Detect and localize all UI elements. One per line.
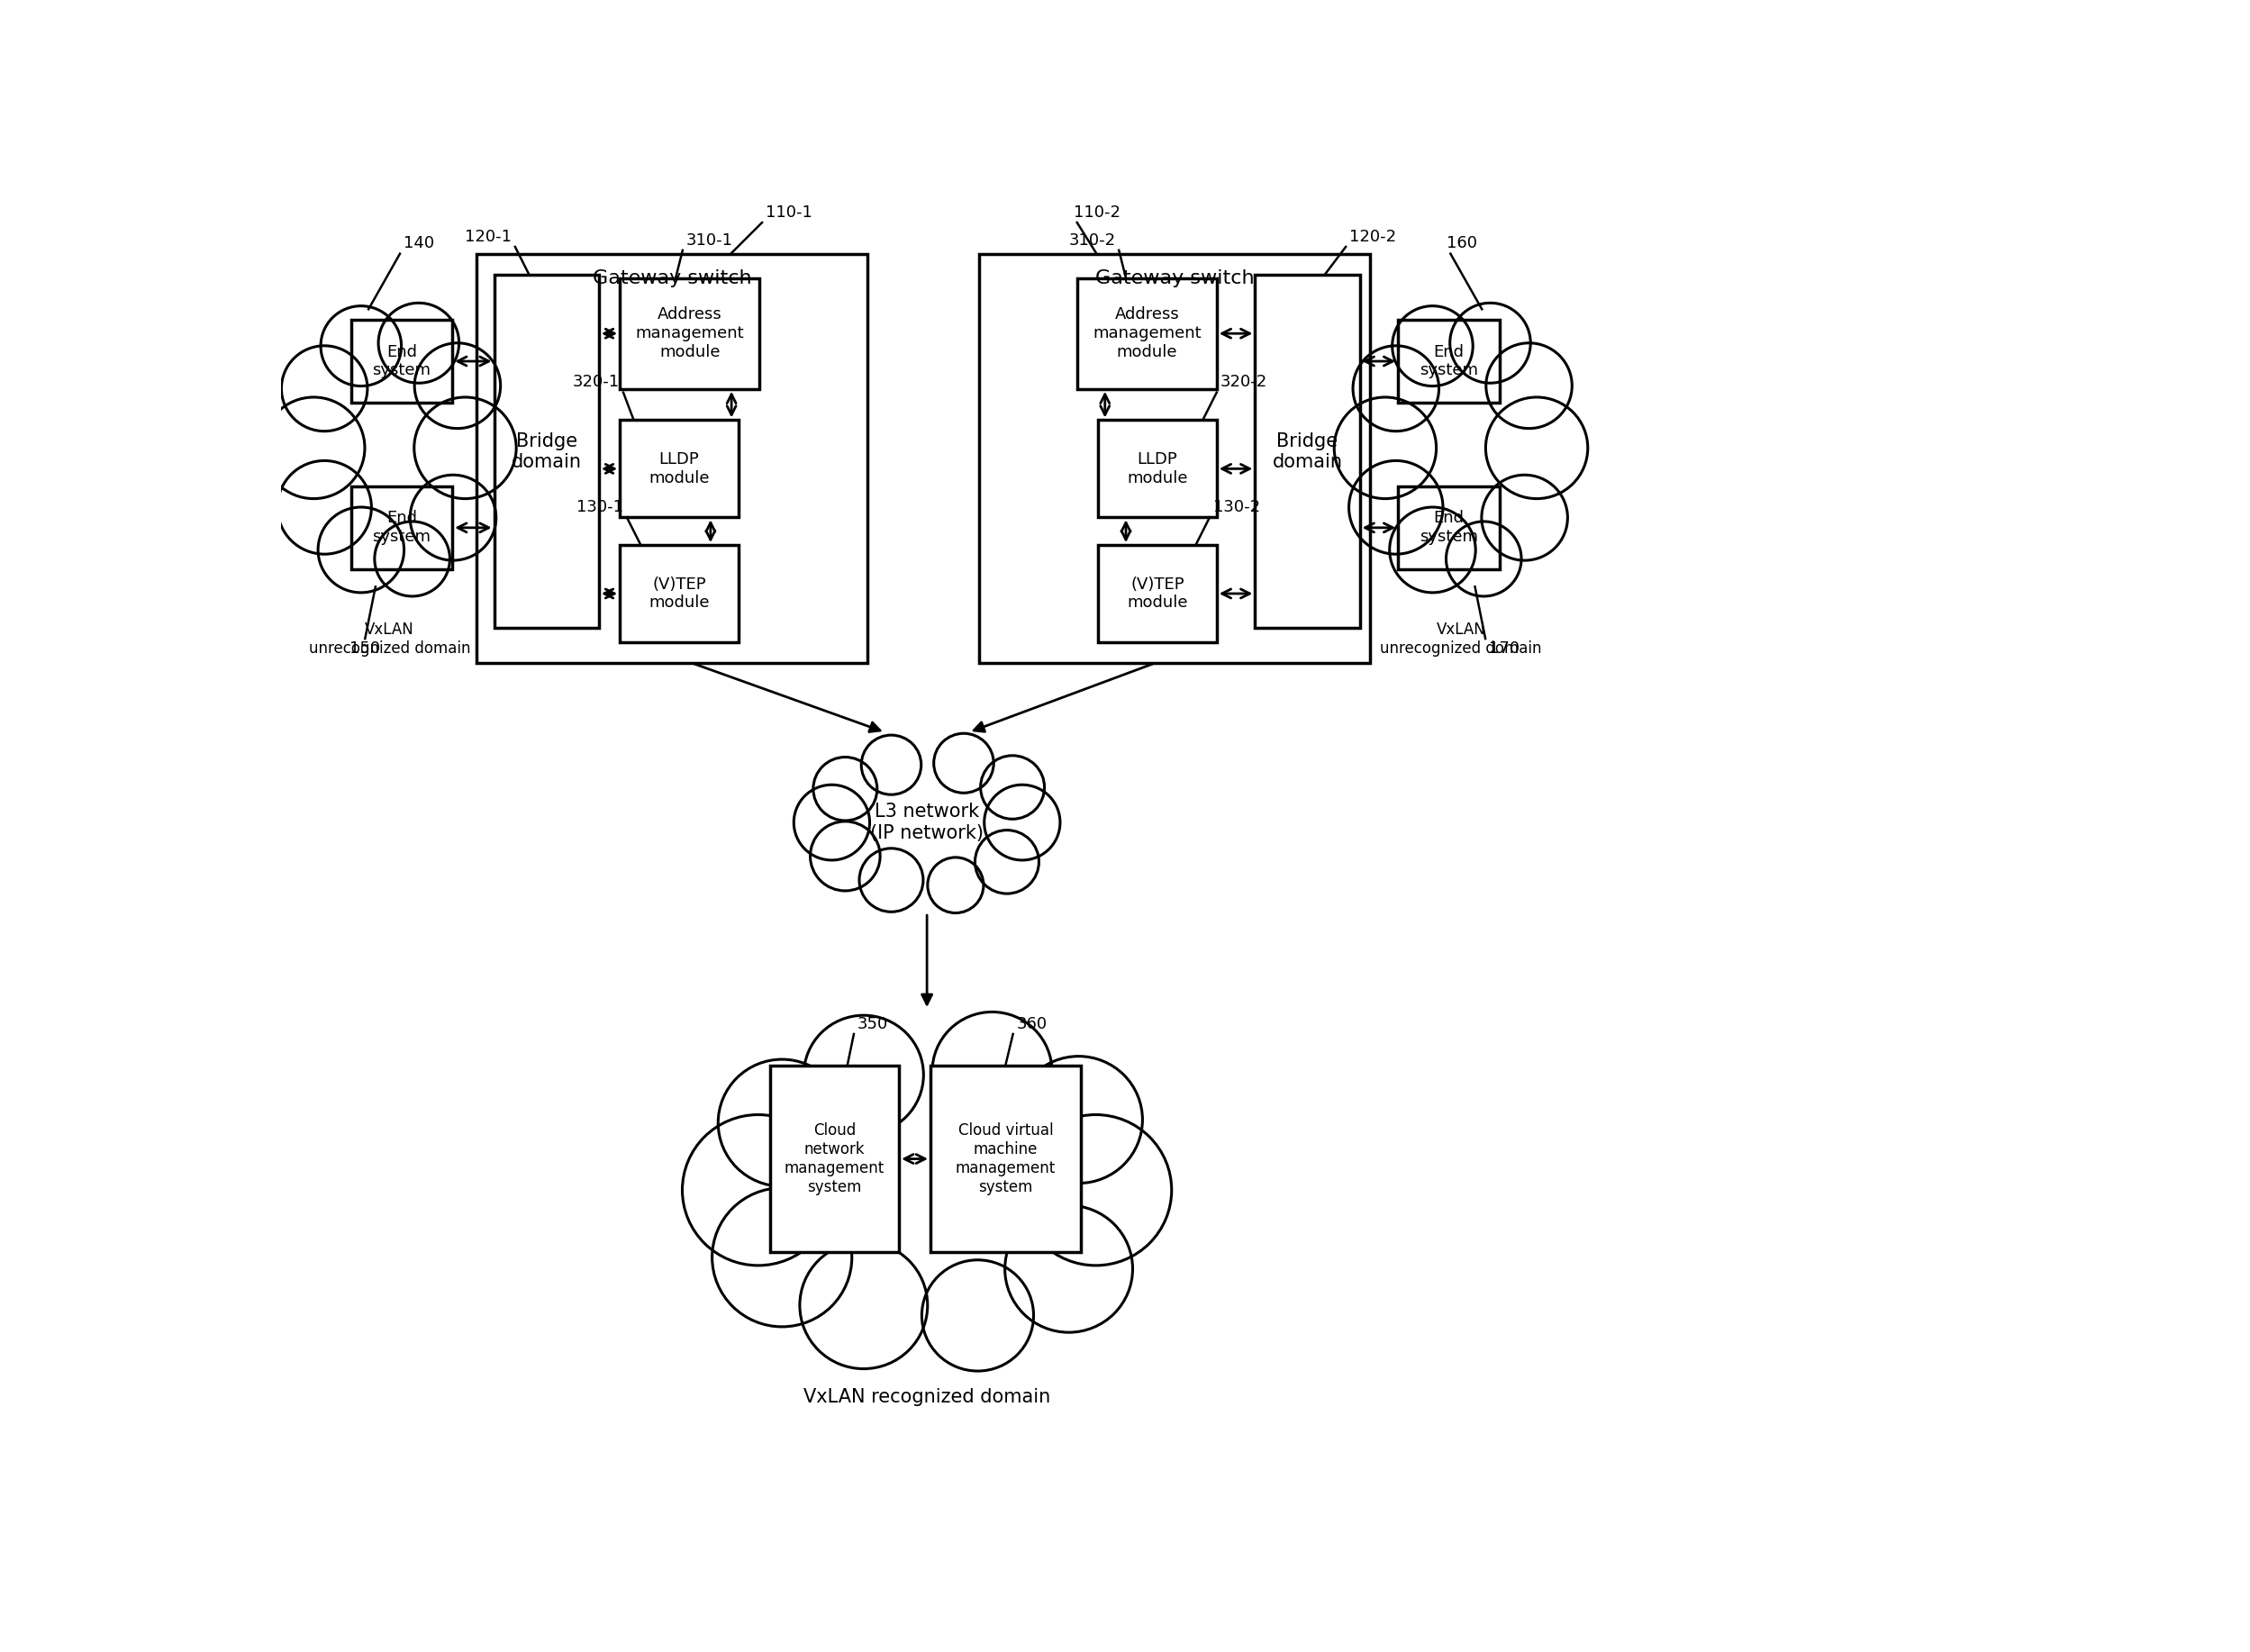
Circle shape — [414, 344, 500, 428]
Circle shape — [1393, 306, 1474, 387]
Circle shape — [378, 302, 459, 383]
Text: Cloud virtual
machine
management
system: Cloud virtual machine management system — [956, 1123, 1055, 1194]
Circle shape — [983, 785, 1060, 861]
Bar — [351, 319, 452, 403]
Text: Gateway switch: Gateway switch — [1096, 269, 1253, 287]
Circle shape — [718, 1059, 846, 1186]
Circle shape — [1352, 345, 1440, 431]
Text: End
system: End system — [374, 510, 432, 545]
Circle shape — [1006, 1206, 1132, 1333]
Bar — [619, 278, 761, 388]
Text: (V)TEP
module: (V)TEP module — [648, 577, 709, 611]
Circle shape — [1350, 461, 1442, 553]
Circle shape — [263, 396, 365, 499]
Bar — [1397, 319, 1499, 403]
Circle shape — [682, 1115, 835, 1265]
Circle shape — [1334, 396, 1436, 499]
Circle shape — [1015, 1056, 1143, 1183]
Bar — [619, 545, 738, 643]
Text: L3 network
(IP network): L3 network (IP network) — [871, 803, 983, 843]
Circle shape — [281, 345, 367, 431]
Bar — [1098, 420, 1217, 517]
Text: End
system: End system — [1420, 510, 1478, 545]
Text: 360: 360 — [1017, 1016, 1046, 1032]
Circle shape — [927, 857, 983, 914]
Circle shape — [794, 785, 871, 861]
Text: End
system: End system — [374, 344, 432, 378]
Text: Address
management
module: Address management module — [634, 307, 745, 360]
Text: LLDP
module: LLDP module — [648, 451, 709, 486]
Text: 140: 140 — [403, 236, 434, 251]
Text: 110-1: 110-1 — [765, 205, 812, 220]
Text: 110-2: 110-2 — [1073, 205, 1121, 220]
Ellipse shape — [286, 312, 493, 583]
Text: Gateway switch: Gateway switch — [592, 269, 752, 287]
Circle shape — [981, 755, 1044, 819]
Text: LLDP
module: LLDP module — [1127, 451, 1188, 486]
Circle shape — [711, 1188, 853, 1327]
Circle shape — [934, 733, 994, 793]
Bar — [1256, 274, 1359, 628]
Text: 320-2: 320-2 — [1220, 373, 1267, 390]
Text: VxLAN
unrecognized domain: VxLAN unrecognized domain — [1379, 621, 1541, 656]
Text: Bridge
domain: Bridge domain — [1271, 431, 1343, 471]
Circle shape — [1485, 396, 1588, 499]
Text: 130-1: 130-1 — [576, 499, 623, 515]
Circle shape — [410, 474, 495, 560]
Bar — [932, 1066, 1080, 1252]
Text: 160: 160 — [1447, 236, 1478, 251]
Bar — [477, 254, 869, 662]
Text: 120-1: 120-1 — [466, 228, 511, 244]
Circle shape — [1480, 474, 1568, 560]
Circle shape — [862, 735, 920, 795]
Circle shape — [1485, 344, 1573, 428]
Text: 130-2: 130-2 — [1213, 499, 1260, 515]
Bar — [1397, 486, 1499, 570]
Circle shape — [1019, 1115, 1172, 1265]
Bar — [770, 1066, 900, 1252]
Circle shape — [812, 757, 878, 821]
Circle shape — [922, 1260, 1033, 1371]
Text: 310-2: 310-2 — [1069, 231, 1116, 248]
Text: Address
management
module: Address management module — [1094, 307, 1202, 360]
Circle shape — [1390, 507, 1476, 593]
Circle shape — [414, 396, 515, 499]
Circle shape — [322, 306, 400, 387]
Circle shape — [810, 821, 880, 890]
Text: End
system: End system — [1420, 344, 1478, 378]
Bar — [979, 254, 1370, 662]
Circle shape — [317, 507, 405, 593]
Circle shape — [1447, 522, 1521, 596]
Text: VxLAN recognized domain: VxLAN recognized domain — [803, 1388, 1051, 1406]
Bar — [495, 274, 599, 628]
Circle shape — [277, 461, 371, 553]
Circle shape — [799, 1242, 927, 1370]
Ellipse shape — [796, 745, 1058, 899]
Text: VxLAN
unrecognized domain: VxLAN unrecognized domain — [308, 621, 470, 656]
Text: 310-1: 310-1 — [686, 231, 734, 248]
Circle shape — [932, 1013, 1053, 1132]
Bar — [351, 486, 452, 570]
Text: 320-1: 320-1 — [574, 373, 619, 390]
Text: 150: 150 — [349, 641, 380, 657]
Circle shape — [1449, 302, 1530, 383]
Circle shape — [860, 849, 922, 912]
Bar — [1078, 278, 1217, 388]
Ellipse shape — [1357, 312, 1564, 583]
Text: 170: 170 — [1490, 641, 1519, 657]
Text: (V)TEP
module: (V)TEP module — [1127, 577, 1188, 611]
Circle shape — [803, 1016, 922, 1135]
Bar — [619, 420, 738, 517]
Text: Bridge
domain: Bridge domain — [511, 431, 583, 471]
Text: Cloud
network
management
system: Cloud network management system — [785, 1123, 884, 1194]
Bar — [1098, 545, 1217, 643]
Ellipse shape — [695, 1037, 1159, 1343]
Circle shape — [374, 522, 450, 596]
Circle shape — [974, 831, 1040, 894]
Text: 350: 350 — [857, 1016, 889, 1032]
Text: 120-2: 120-2 — [1350, 228, 1397, 244]
